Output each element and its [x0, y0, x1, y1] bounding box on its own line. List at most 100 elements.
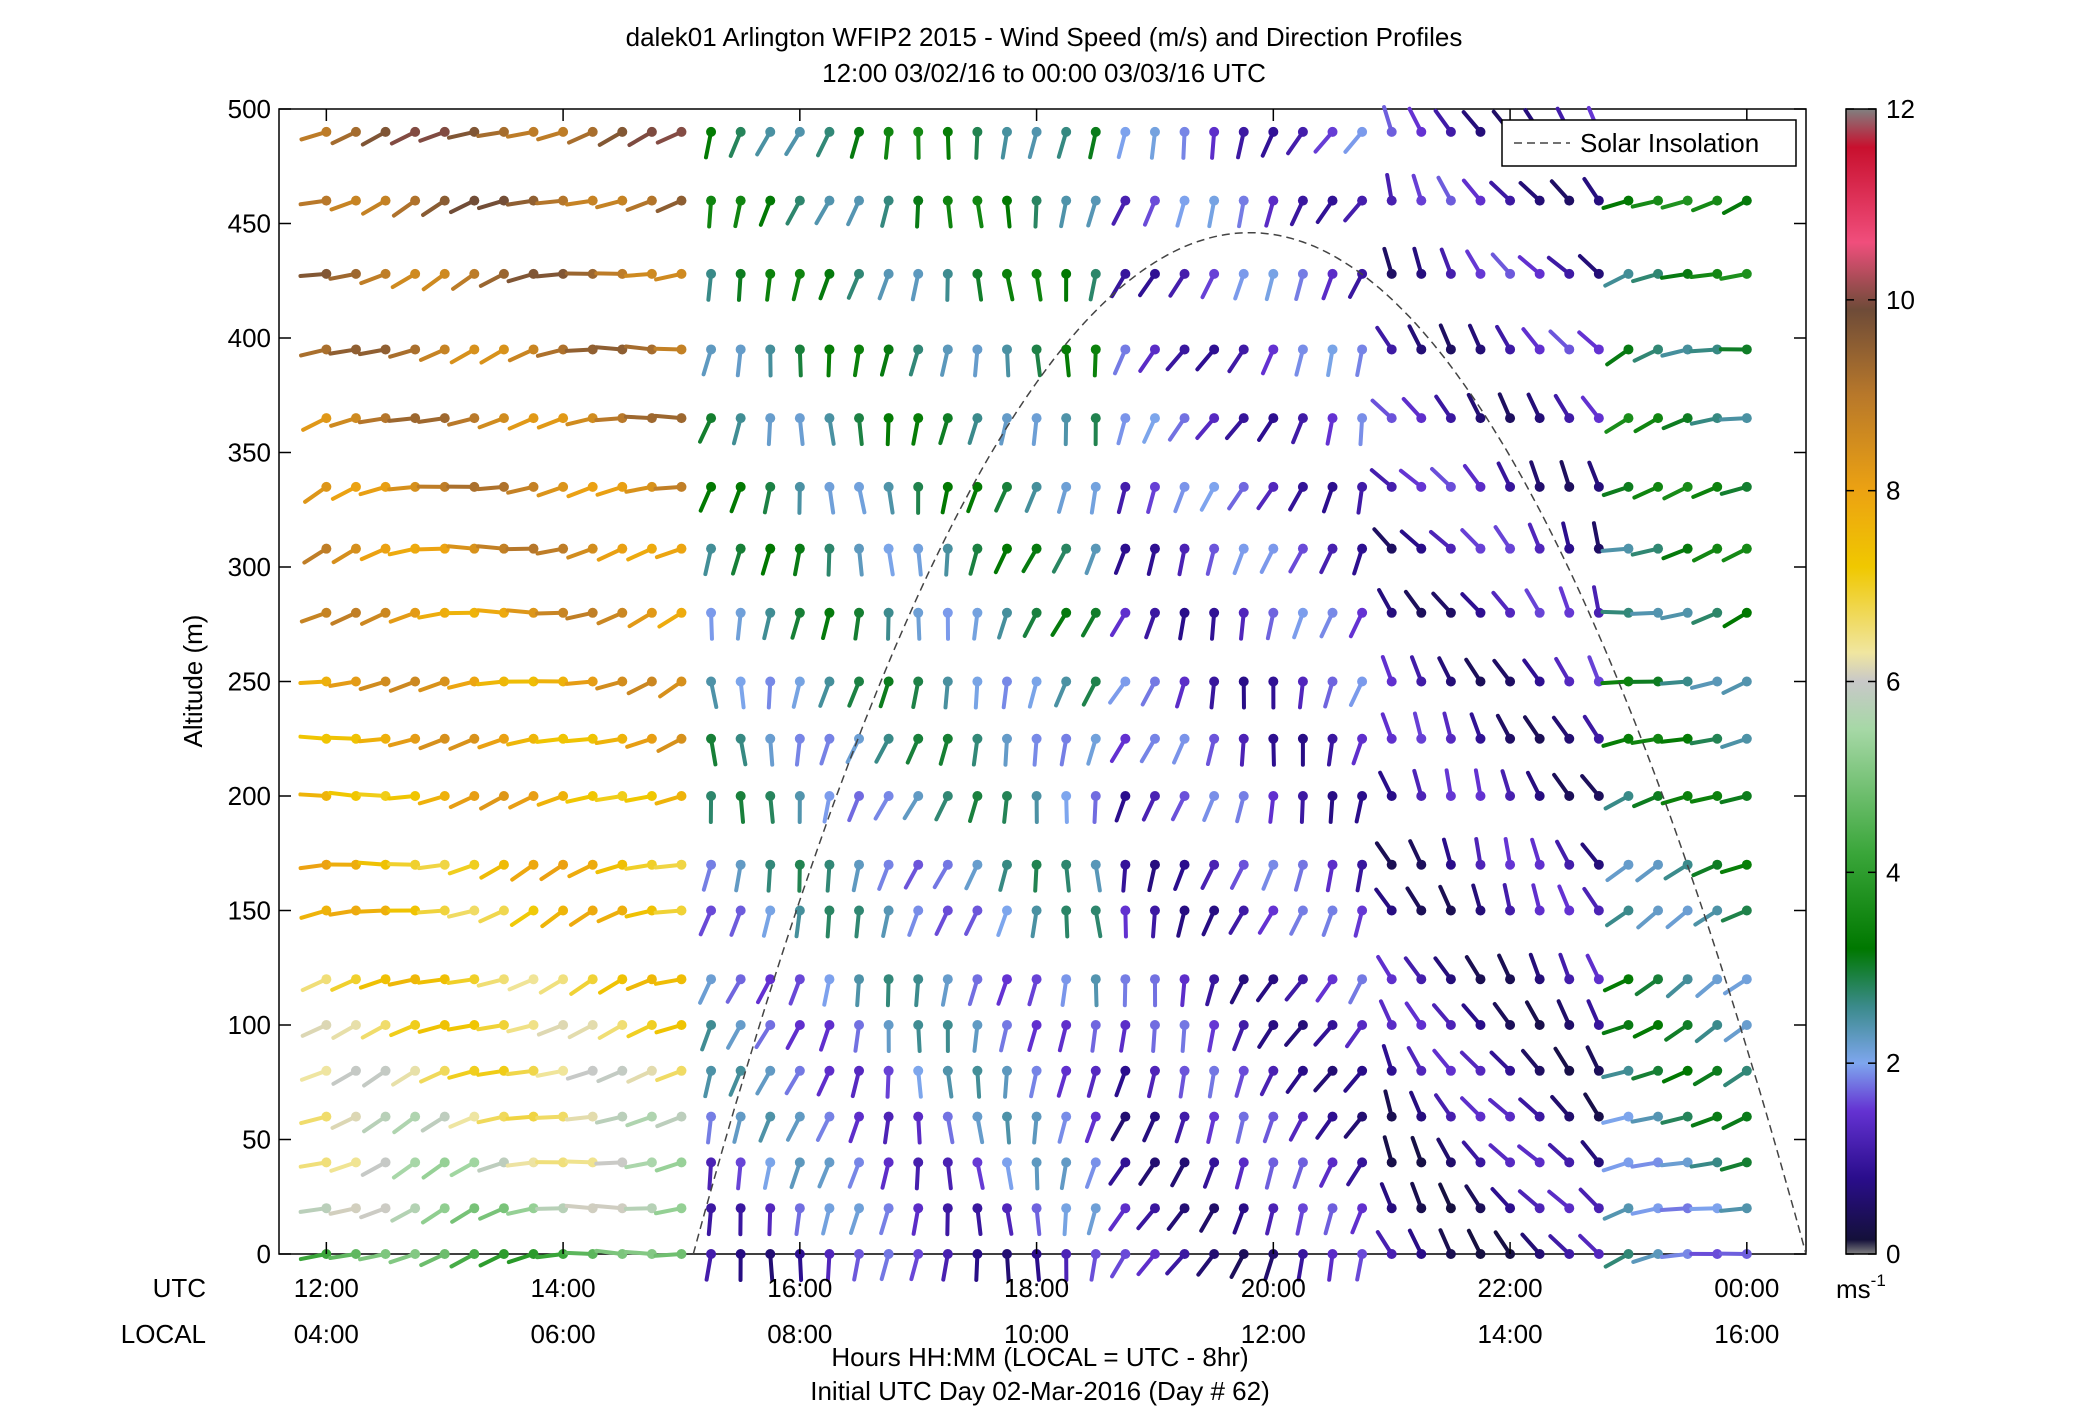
wind-barb-dot: [380, 676, 391, 687]
wind-barb-dot: [676, 1203, 687, 1214]
wind-barb-dot: [1268, 268, 1279, 279]
wind-barb-dot: [1031, 126, 1042, 137]
wind-barb: [1557, 884, 1575, 916]
wind-barb-dot: [735, 1065, 746, 1076]
wind-barb: [848, 1111, 865, 1144]
wind-barb-dot: [587, 195, 598, 206]
wind-barb: [389, 126, 421, 146]
wind-barb-dot: [1593, 791, 1604, 801]
wind-barb: [706, 268, 717, 302]
wind-barb: [1031, 195, 1042, 229]
wind-barb: [1555, 839, 1575, 870]
wind-barb-dot: [498, 481, 509, 492]
wind-barb: [1080, 607, 1101, 638]
wind-barb: [1375, 325, 1397, 355]
wind-barb: [1291, 413, 1308, 445]
wind-barb: [1138, 268, 1160, 298]
wind-barb: [595, 195, 628, 210]
wind-barb: [416, 905, 450, 916]
wind-barb-dot: [1297, 1065, 1308, 1076]
wind-barb-dot: [1209, 607, 1220, 618]
wind-barb: [1031, 268, 1043, 302]
wind-barb: [1284, 974, 1308, 1002]
wind-barb: [1343, 1111, 1368, 1139]
wind-barb: [1138, 344, 1160, 373]
wind-barb-dot: [1120, 859, 1131, 870]
wind-barb-dot: [1090, 1065, 1101, 1076]
wind-barb: [911, 1203, 924, 1236]
wind-barb-dot: [1209, 791, 1220, 801]
wind-barb: [1168, 268, 1190, 298]
wind-barb: [1260, 126, 1279, 158]
wind-barb: [1205, 543, 1220, 576]
wind-barb: [1431, 591, 1456, 618]
wind-barb: [878, 676, 894, 709]
wind-barb: [1061, 1203, 1072, 1237]
wind-barb-dot: [380, 1203, 391, 1214]
wind-barb-dot: [883, 195, 894, 206]
wind-barb: [704, 1249, 717, 1282]
x-tick-label-local: 10:00: [1004, 1319, 1069, 1349]
wind-barb-dot: [1031, 543, 1042, 554]
wind-barb-dot: [1623, 1157, 1634, 1168]
wind-barb-dot: [1001, 859, 1012, 870]
wind-barb: [1410, 1181, 1427, 1214]
wind-barb: [448, 195, 480, 215]
wind-barb-dot: [558, 1020, 569, 1030]
wind-barb-dot: [1031, 1203, 1042, 1214]
wind-barb-dot: [1149, 1111, 1160, 1122]
wind-barb-dot: [913, 268, 924, 279]
wind-barb: [1718, 1203, 1752, 1214]
wind-barb-dot: [350, 607, 361, 618]
wind-barb: [1467, 323, 1486, 355]
wind-barb: [815, 1111, 835, 1142]
wind-barb-dot: [1712, 1249, 1723, 1259]
wind-barb: [1496, 461, 1516, 492]
wind-barb: [568, 905, 598, 927]
wind-barb-dot: [1416, 905, 1427, 916]
wind-barb-dot: [735, 905, 746, 916]
wind-barb: [1179, 974, 1190, 1008]
wind-barb: [1179, 126, 1190, 160]
x-tick-label-local: 16:00: [1714, 1319, 1779, 1349]
wind-barb-dot: [1327, 676, 1338, 687]
wind-barb: [1689, 1157, 1723, 1169]
wind-barb: [1001, 733, 1012, 767]
wind-barb-dot: [1297, 1249, 1308, 1259]
wind-barb-dot: [1179, 905, 1190, 916]
wind-barb-dot: [1031, 1020, 1042, 1030]
wind-barb-dot: [1475, 195, 1486, 206]
wind-barb: [653, 974, 687, 986]
wind-barb-dot: [735, 126, 746, 137]
wind-barb-dot: [676, 481, 687, 492]
wind-barb-dot: [1179, 1203, 1190, 1214]
wind-barb-dot: [1712, 676, 1723, 687]
wind-barb-dot: [1534, 1203, 1545, 1214]
wind-barb-dot: [1534, 733, 1545, 744]
wind-barb: [1294, 344, 1308, 377]
wind-barb: [1090, 905, 1103, 939]
wind-barb-dot: [1712, 1111, 1723, 1122]
wind-barb-dot: [439, 1020, 450, 1030]
wind-barb: [1409, 1090, 1427, 1122]
wind-barb: [1523, 715, 1545, 744]
wind-barb-dot: [706, 1111, 717, 1122]
wind-barb-dot: [706, 859, 717, 870]
wind-barb-dot: [1682, 195, 1693, 206]
wind-barb-dot: [1741, 733, 1752, 744]
wind-barb: [1237, 195, 1249, 229]
wind-barb: [654, 543, 687, 560]
wind-barb: [706, 1111, 717, 1145]
wind-barb-dot: [410, 1065, 421, 1076]
wind-barb: [1090, 791, 1101, 824]
wind-barb-dot: [1268, 791, 1279, 801]
wind-barb-dot: [1031, 195, 1042, 206]
y-tick-label: 500: [228, 94, 271, 124]
wind-barb-dot: [972, 1065, 983, 1076]
wind-barb-dot: [528, 1065, 539, 1076]
wind-barb-dot: [1238, 1111, 1249, 1122]
wind-barb-dot: [1445, 126, 1456, 137]
wind-barb-dot: [528, 676, 539, 687]
wind-barb-dot: [883, 733, 894, 744]
wind-barb-dot: [913, 1065, 924, 1076]
